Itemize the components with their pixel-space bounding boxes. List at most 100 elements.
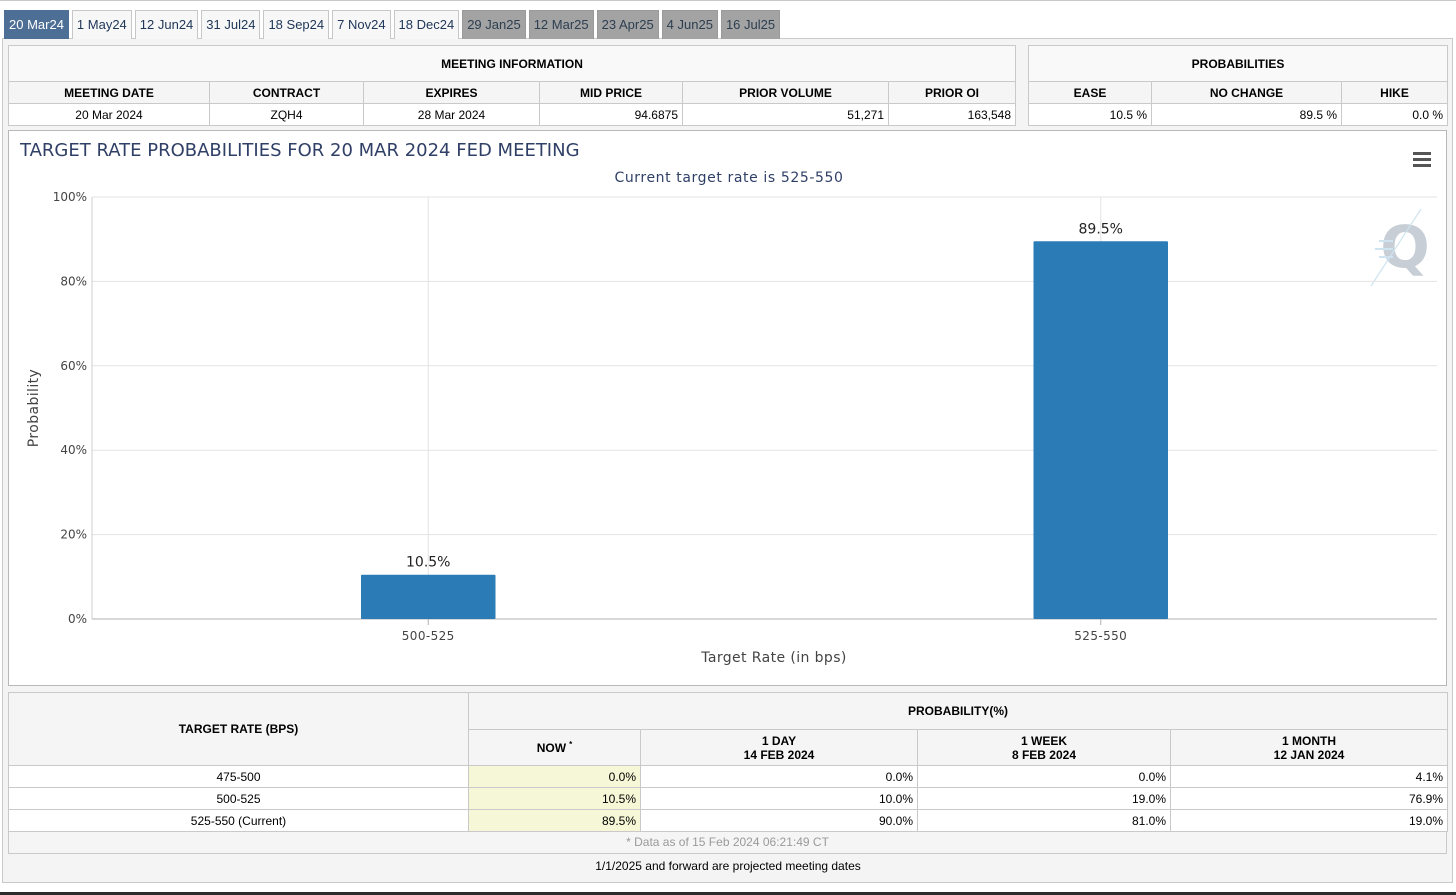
prior-volume-header: PRIOR VOLUME xyxy=(682,81,889,104)
meeting-information-title: MEETING INFORMATION xyxy=(7,45,1017,82)
expires-header: EXPIRES xyxy=(363,81,540,104)
mid-price-header: MID PRICE xyxy=(539,81,683,104)
bar-525-550[interactable] xyxy=(1033,241,1169,619)
table-row: 475-500 0.0% 0.0% 0.0% 4.1% xyxy=(8,765,1448,788)
tab-meeting-2[interactable]: 12 Jun24 xyxy=(134,10,199,39)
probability-cell: 81.0% xyxy=(917,809,1171,832)
probability-chart: TARGET RATE PROBABILITIES FOR 20 MAR 202… xyxy=(19,140,1437,666)
expires-value: 28 Mar 2024 xyxy=(363,103,540,126)
bar-data-label: 10.5% xyxy=(406,555,450,571)
history-col-title: NOW * xyxy=(473,740,636,755)
y-tick-label: 100% xyxy=(53,190,87,204)
tab-meeting-7[interactable]: 29 Jan25 xyxy=(462,10,526,39)
probability-cell: 10.0% xyxy=(640,787,918,810)
data-timestamp-note: * Data as of 15 Feb 2024 06:21:49 CT xyxy=(8,832,1447,854)
meeting-date-header: MEETING DATE xyxy=(8,81,210,104)
no-change-header: NO CHANGE xyxy=(1151,81,1342,104)
x-tick-label: 525-550 xyxy=(1074,629,1127,643)
contract-header: CONTRACT xyxy=(209,81,364,104)
y-tick-label: 40% xyxy=(60,443,87,457)
y-tick-label: 80% xyxy=(60,274,87,288)
target-rate-cell: 500-525 xyxy=(8,787,469,810)
y-tick-label: 60% xyxy=(60,359,87,373)
tab-meeting-6[interactable]: 18 Dec24 xyxy=(393,10,460,39)
history-col-date: 12 JAN 2024 xyxy=(1273,747,1345,762)
prior-oi-value: 163,548 xyxy=(887,103,1017,126)
chart-title: TARGET RATE PROBABILITIES FOR 20 MAR 202… xyxy=(19,140,580,161)
tab-meeting-11[interactable]: 16 Jul25 xyxy=(720,10,781,39)
history-col-title: 1 WEEK xyxy=(922,734,1166,748)
x-axis-labels: 500-525 525-550 xyxy=(402,629,1127,643)
ease-header: EASE xyxy=(1028,81,1152,104)
history-col-header-0: NOW * xyxy=(468,729,641,766)
probabilities-title: PROBABILITIES xyxy=(1028,45,1448,82)
chart-subtitle: Current target rate is 525-550 xyxy=(614,170,843,186)
meeting-date-value: 20 Mar 2024 xyxy=(8,103,210,126)
chart-panel: TARGET RATE PROBABILITIES FOR 20 MAR 202… xyxy=(8,130,1447,686)
probability-history-table: TARGET RATE (BPS) PROBABILITY(%) NOW * 1 D… xyxy=(8,692,1448,832)
probability-cell: 10.5% xyxy=(468,787,641,810)
prior-volume-value: 51,271 xyxy=(682,103,889,126)
meeting-tabs: 20 Mar24 1 May24 12 Jun24 31 Jul24 18 Sep24 7… xyxy=(4,10,781,40)
prior-oi-header: PRIOR OI xyxy=(887,81,1017,104)
target-rate-cell: 525-550 (Current) xyxy=(8,809,469,832)
y-tick-label: 20% xyxy=(60,528,87,542)
history-col-header-3: 1 MONTH 12 JAN 2024 xyxy=(1170,729,1448,766)
meeting-information-table: MEETING INFORMATION MEETING DATE CONTRAC… xyxy=(7,45,1017,126)
hike-value: 0.0 % xyxy=(1341,103,1448,126)
tab-meeting-9[interactable]: 23 Apr25 xyxy=(596,10,659,39)
bar-data-label: 89.5% xyxy=(1079,221,1123,237)
tab-meeting-1[interactable]: 1 May24 xyxy=(71,10,132,39)
probability-header: PROBABILITY(%) xyxy=(468,692,1448,730)
mid-price-value: 94.6875 xyxy=(539,103,683,126)
probability-cell: 0.0% xyxy=(640,765,918,788)
tab-meeting-4[interactable]: 18 Sep24 xyxy=(263,10,330,39)
projected-dates-note: 1/1/2025 and forward are projected meeti… xyxy=(595,859,861,873)
tab-meeting-10[interactable]: 4 Jun25 xyxy=(661,10,718,39)
tab-meeting-8[interactable]: 12 Mar25 xyxy=(528,10,594,39)
history-col-date: 14 FEB 2024 xyxy=(743,747,815,762)
tab-meeting-3[interactable]: 31 Jul24 xyxy=(201,10,261,39)
probabilities-table: PROBABILITIES EASE NO CHANGE HIKE 10.5 %… xyxy=(1028,45,1448,126)
chart-grid xyxy=(91,196,1437,625)
history-col-label: 1 WEEK xyxy=(1020,733,1067,748)
probability-cell: 90.0% xyxy=(640,809,918,832)
chart-bars: 10.5% 89.5% xyxy=(361,221,1168,619)
x-tick-label: 500-525 xyxy=(402,629,455,643)
contract-value: ZQH4 xyxy=(209,103,364,126)
hike-header: HIKE xyxy=(1341,81,1448,104)
hamburger-menu-icon[interactable] xyxy=(1411,150,1433,170)
x-axis-title: Target Rate (in bps) xyxy=(700,650,847,666)
ease-value: 10.5 % xyxy=(1028,103,1152,126)
bar-500-525[interactable] xyxy=(361,574,496,619)
table-row: 500-525 10.5% 10.0% 19.0% 76.9% xyxy=(8,787,1448,810)
history-col-header-2: 1 WEEK 8 FEB 2024 xyxy=(917,729,1171,766)
y-axis-labels: 0% 20% 40% 60% 80% 100% xyxy=(53,190,87,626)
target-rate-header: TARGET RATE (BPS) xyxy=(8,692,469,766)
table-row: 525-550 (Current) 89.5% 90.0% 81.0% 19.0% xyxy=(8,809,1448,832)
tab-meeting-5[interactable]: 7 Nov24 xyxy=(332,10,391,39)
quikstrike-watermark-logo: Q xyxy=(1370,208,1430,287)
history-col-label: 1 MONTH xyxy=(1282,733,1336,748)
history-col-title: 1 DAY xyxy=(645,734,913,748)
probability-cell: 19.0% xyxy=(917,787,1171,810)
y-axis-title: Probability xyxy=(26,369,42,447)
probability-cell: 19.0% xyxy=(1170,809,1448,832)
history-col-date: 8 FEB 2024 xyxy=(1011,747,1077,762)
history-col-header-1: 1 DAY 14 FEB 2024 xyxy=(640,729,918,766)
asterisk-marker: * xyxy=(569,740,573,749)
y-tick-label: 0% xyxy=(68,612,87,626)
history-col-label: NOW xyxy=(536,741,567,755)
target-rate-cell: 475-500 xyxy=(8,765,469,788)
watermark-letter: Q xyxy=(1380,213,1429,281)
probability-cell: 0.0% xyxy=(468,765,641,788)
no-change-value: 89.5 % xyxy=(1151,103,1342,126)
tab-meeting-0[interactable]: 20 Mar24 xyxy=(4,10,69,39)
probability-cell: 76.9% xyxy=(1170,787,1448,810)
probability-cell: 4.1% xyxy=(1170,765,1448,788)
probability-cell: 89.5% xyxy=(468,809,641,832)
probability-cell: 0.0% xyxy=(917,765,1171,788)
history-col-label: 1 DAY xyxy=(761,733,797,748)
history-col-title: 1 MONTH xyxy=(1175,734,1443,748)
